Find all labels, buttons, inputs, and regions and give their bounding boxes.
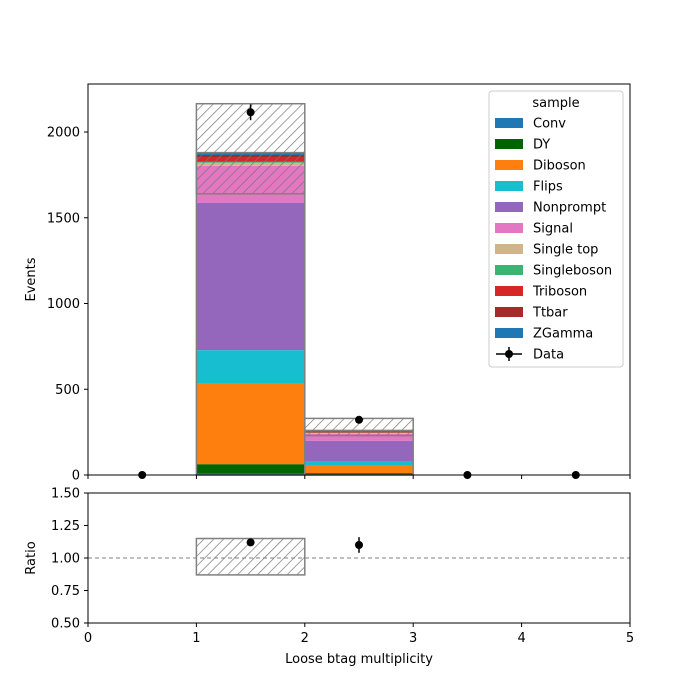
- legend-swatch: [495, 244, 523, 254]
- legend-data-marker: [505, 350, 513, 358]
- legend-swatch: [495, 223, 523, 233]
- legend-swatch: [495, 202, 523, 212]
- stack-bar: [304, 465, 414, 474]
- legend-label: Single top: [533, 243, 598, 258]
- x-tick-label: 4: [517, 631, 525, 646]
- y-axis-title: Events: [24, 257, 39, 301]
- main-panel: 0 500 1000 1500 2000 Events: [24, 83, 631, 484]
- ratio-y-tick-label: 0.50: [51, 617, 80, 632]
- stack-bar: [304, 461, 414, 466]
- stack-bar: [304, 440, 414, 462]
- ratio-point: [246, 538, 255, 547]
- y-tick-label: 0: [72, 469, 80, 484]
- data-point: [355, 415, 363, 424]
- legend-title: sample: [532, 96, 579, 111]
- legend-swatch: [495, 118, 523, 128]
- legend-label: DY: [533, 138, 550, 153]
- ratio-y-tick-label: 0.75: [51, 584, 80, 599]
- legend-swatch: [495, 139, 523, 149]
- y-tick-label: 500: [55, 383, 80, 398]
- legend-swatch: [495, 160, 523, 170]
- ratio-y-axis-title: Ratio: [24, 541, 39, 574]
- stack-bar: [196, 464, 305, 474]
- y-tick-label: 2000: [47, 126, 80, 141]
- legend-swatch: [495, 307, 523, 317]
- ratio-panel: 0.50 0.75 1.00 1.25 1.50 0 1 2 3 4 5 Ratio Loose bta…: [24, 487, 634, 668]
- x-tick-label: 2: [301, 631, 309, 646]
- legend-label: Data: [533, 348, 564, 363]
- x-tick-label: 1: [192, 631, 200, 646]
- ratio-y-tick-label: 1.00: [51, 552, 80, 567]
- ratio-y-tick-label: 1.50: [51, 487, 80, 502]
- legend-label: Flips: [533, 180, 563, 195]
- data-point: [246, 108, 255, 117]
- legend-swatch: [495, 328, 523, 338]
- legend-swatch: [495, 265, 523, 275]
- legend-label: Diboson: [533, 159, 586, 174]
- legend-swatch: [495, 286, 523, 296]
- stack-bar: [196, 202, 305, 351]
- x-tick-label: 0: [84, 631, 92, 646]
- legend: sample Conv DY Diboson Flips Nonprompt Signal S…: [488, 90, 624, 368]
- y-tick-label: 1500: [47, 211, 80, 226]
- ratio-point: [355, 541, 363, 549]
- legend-swatch: [495, 181, 523, 191]
- x-axis-title: Loose btag multiplicity: [285, 652, 433, 667]
- ratio-y-tick-label: 1.25: [51, 519, 80, 534]
- stack-bar: [196, 383, 305, 465]
- legend-label: ZGamma: [533, 327, 593, 342]
- stack-bar: [304, 433, 414, 441]
- main-axes-frame: [87, 83, 631, 476]
- stack-bar: [304, 473, 414, 475]
- legend-label: Triboson: [532, 285, 587, 300]
- x-tick-label: 5: [626, 631, 634, 646]
- y-tick-label: 1000: [47, 297, 80, 312]
- legend-label: Signal: [533, 222, 573, 237]
- x-tick-label: 3: [409, 631, 417, 646]
- stack-bar: [196, 350, 305, 384]
- legend-label: Singleboson: [533, 264, 612, 279]
- legend-label: Nonprompt: [533, 201, 606, 216]
- legend-label: Ttbar: [532, 306, 568, 321]
- ratio-axes-frame: [87, 492, 631, 624]
- legend-label: Conv: [533, 117, 566, 132]
